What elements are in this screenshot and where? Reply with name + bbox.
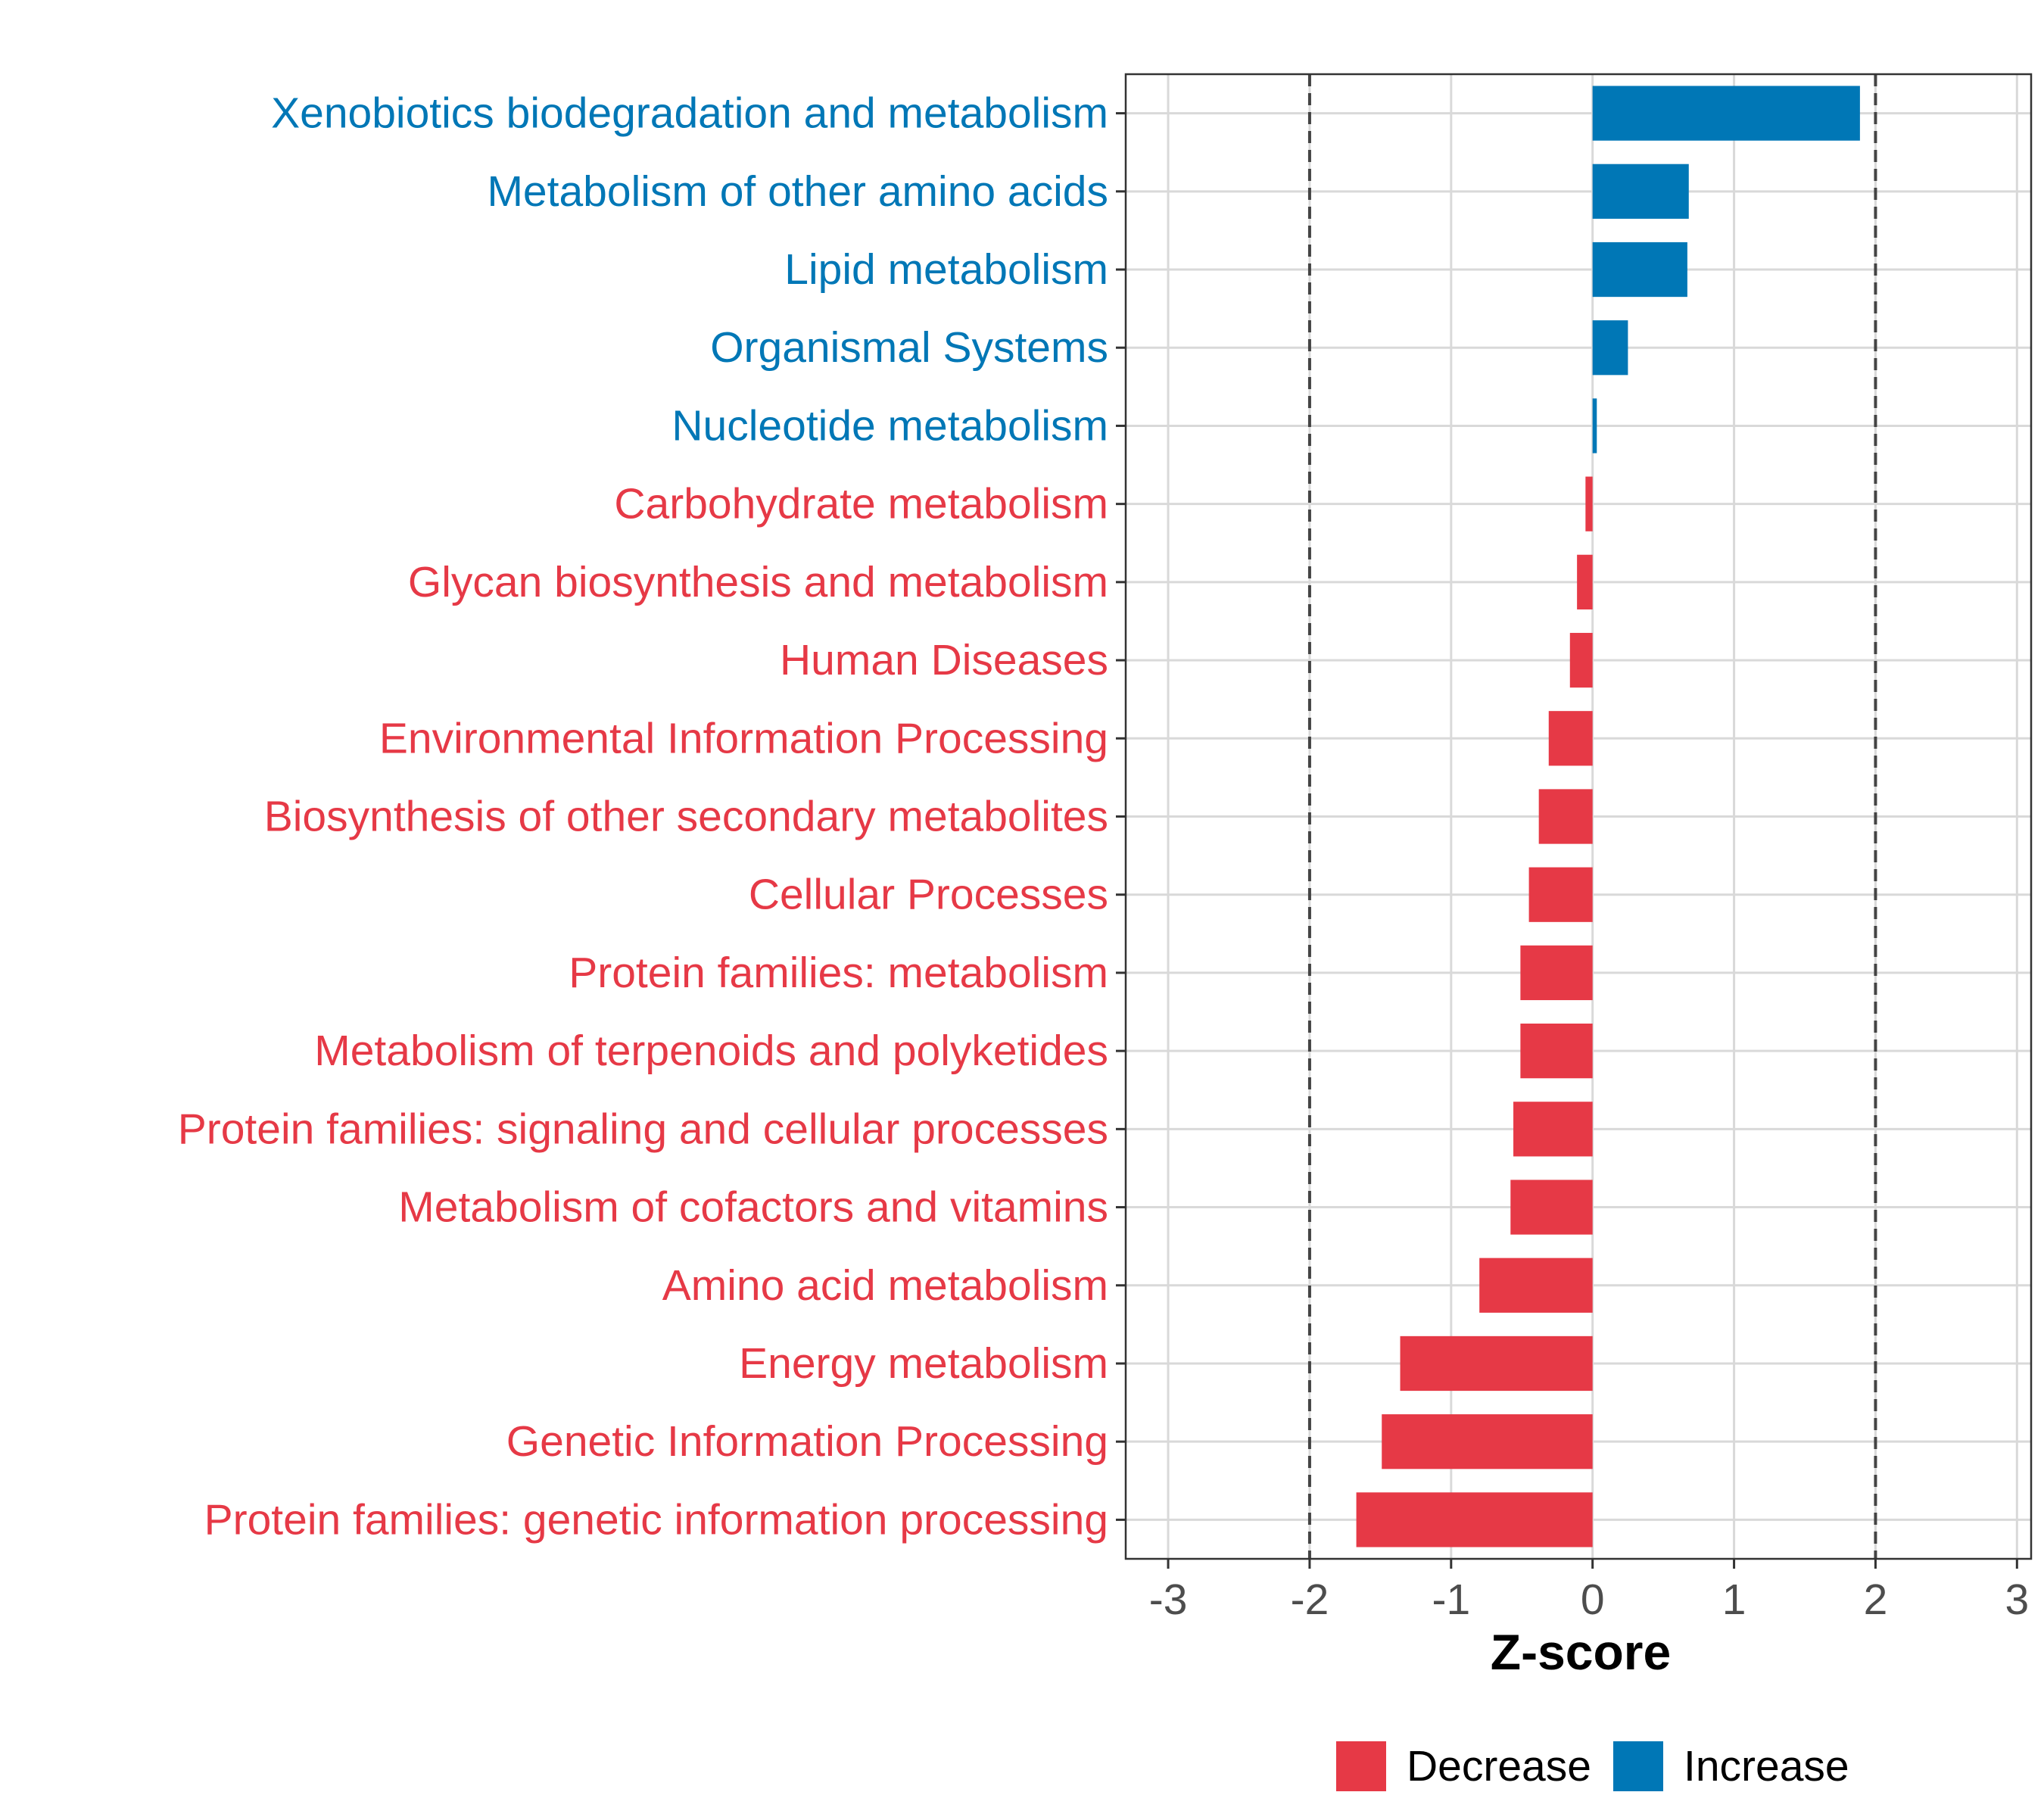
x-tick-label: 2 <box>1864 1575 1888 1624</box>
bar <box>1548 711 1593 766</box>
category-label: Cellular Processes <box>749 871 1108 919</box>
legend-label-decrease: Decrease <box>1407 1742 1591 1791</box>
category-label: Metabolism of terpenoids and polyketides <box>314 1027 1108 1075</box>
x-axis-title: Z-score <box>1491 1624 1671 1680</box>
category-label: Human Diseases <box>780 636 1108 684</box>
bar <box>1577 554 1593 609</box>
category-label: Protein families: genetic information pr… <box>204 1495 1108 1544</box>
legend: Decrease Increase <box>1336 1741 1849 1791</box>
category-label: Metabolism of other amino acids <box>487 167 1108 216</box>
category-label: Protein families: signaling and cellular… <box>178 1105 1108 1153</box>
category-label: Metabolism of cofactors and vitamins <box>398 1183 1108 1232</box>
x-axis: -3 -2 -1 0 1 2 3 <box>1149 1559 2029 1624</box>
y-axis: Xenobiotics biodegradation and metabolis… <box>178 89 1126 1544</box>
category-label: Xenobiotics biodegradation and metabolis… <box>271 89 1108 138</box>
bar <box>1520 1024 1593 1079</box>
x-tick-label: 3 <box>2005 1575 2029 1624</box>
category-label: Carbohydrate metabolism <box>614 480 1108 528</box>
bar <box>1585 476 1593 531</box>
bar <box>1513 1102 1593 1157</box>
bar <box>1356 1492 1593 1547</box>
bar <box>1400 1335 1593 1392</box>
bar <box>1592 398 1597 453</box>
bar <box>1510 1180 1593 1235</box>
category-label: Genetic Information Processing <box>506 1417 1108 1466</box>
bar <box>1592 242 1687 298</box>
x-tick-label: -3 <box>1149 1575 1188 1624</box>
category-label: Biosynthesis of other secondary metaboli… <box>264 793 1108 841</box>
legend-label-increase: Increase <box>1684 1742 1849 1791</box>
bar <box>1592 320 1628 376</box>
bar <box>1569 632 1593 688</box>
category-label: Lipid metabolism <box>784 245 1108 294</box>
x-tick-label: -1 <box>1432 1575 1470 1624</box>
bar <box>1382 1414 1593 1469</box>
bar <box>1528 867 1593 922</box>
category-label: Environmental Information Processing <box>379 714 1108 762</box>
x-tick-label: 1 <box>1722 1575 1746 1624</box>
x-tick-label: 0 <box>1581 1575 1605 1624</box>
bar <box>1592 86 1860 141</box>
bar <box>1538 789 1593 844</box>
bar <box>1520 945 1593 1001</box>
legend-swatch-increase <box>1613 1741 1663 1791</box>
category-label: Protein families: metabolism <box>569 949 1108 997</box>
bar <box>1479 1258 1593 1313</box>
legend-swatch-decrease <box>1336 1741 1386 1791</box>
bar <box>1592 164 1689 219</box>
category-label: Nucleotide metabolism <box>671 401 1108 450</box>
x-tick-label: -2 <box>1291 1575 1329 1624</box>
reference-lines <box>1307 74 1877 1559</box>
category-label: Glycan biosynthesis and metabolism <box>408 558 1108 606</box>
category-label: Organismal Systems <box>710 323 1108 372</box>
category-label: Energy metabolism <box>739 1339 1108 1388</box>
category-label: Amino acid metabolism <box>662 1261 1108 1310</box>
bars <box>1356 86 1860 1547</box>
